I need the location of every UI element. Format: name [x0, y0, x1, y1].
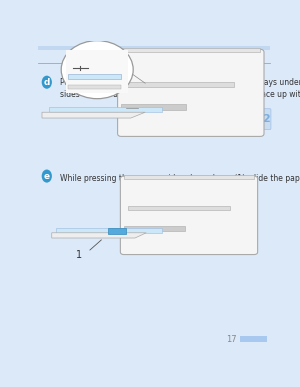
Bar: [126, 82, 234, 87]
Bar: [38, 46, 270, 50]
Polygon shape: [42, 112, 145, 118]
Circle shape: [42, 170, 52, 183]
Text: While pressing the paper-guide release lever (1), slide the paper guide to fit t: While pressing the paper-guide release l…: [60, 174, 300, 183]
Polygon shape: [124, 175, 254, 179]
Bar: [240, 336, 266, 342]
FancyBboxPatch shape: [118, 50, 264, 137]
Text: 17: 17: [226, 335, 236, 344]
FancyBboxPatch shape: [261, 109, 271, 130]
Text: 1: 1: [76, 250, 82, 260]
FancyBboxPatch shape: [66, 50, 128, 93]
Text: Printing Methods: Printing Methods: [187, 51, 251, 60]
Bar: [128, 206, 230, 210]
Polygon shape: [108, 228, 126, 234]
Text: d: d: [44, 78, 50, 87]
Text: 2: 2: [262, 114, 270, 124]
Text: Put paper in the MP tray. Make sure that the paper stays under the maximum paper: Put paper in the MP tray. Make sure that…: [60, 78, 300, 99]
Polygon shape: [68, 85, 121, 89]
Circle shape: [61, 41, 133, 99]
Polygon shape: [52, 233, 146, 238]
Polygon shape: [121, 104, 186, 110]
Polygon shape: [121, 48, 260, 52]
Text: e: e: [44, 171, 50, 181]
Polygon shape: [68, 74, 121, 79]
FancyBboxPatch shape: [120, 176, 258, 255]
Circle shape: [42, 75, 52, 89]
Polygon shape: [49, 108, 162, 112]
Polygon shape: [124, 226, 184, 231]
Polygon shape: [56, 228, 162, 233]
